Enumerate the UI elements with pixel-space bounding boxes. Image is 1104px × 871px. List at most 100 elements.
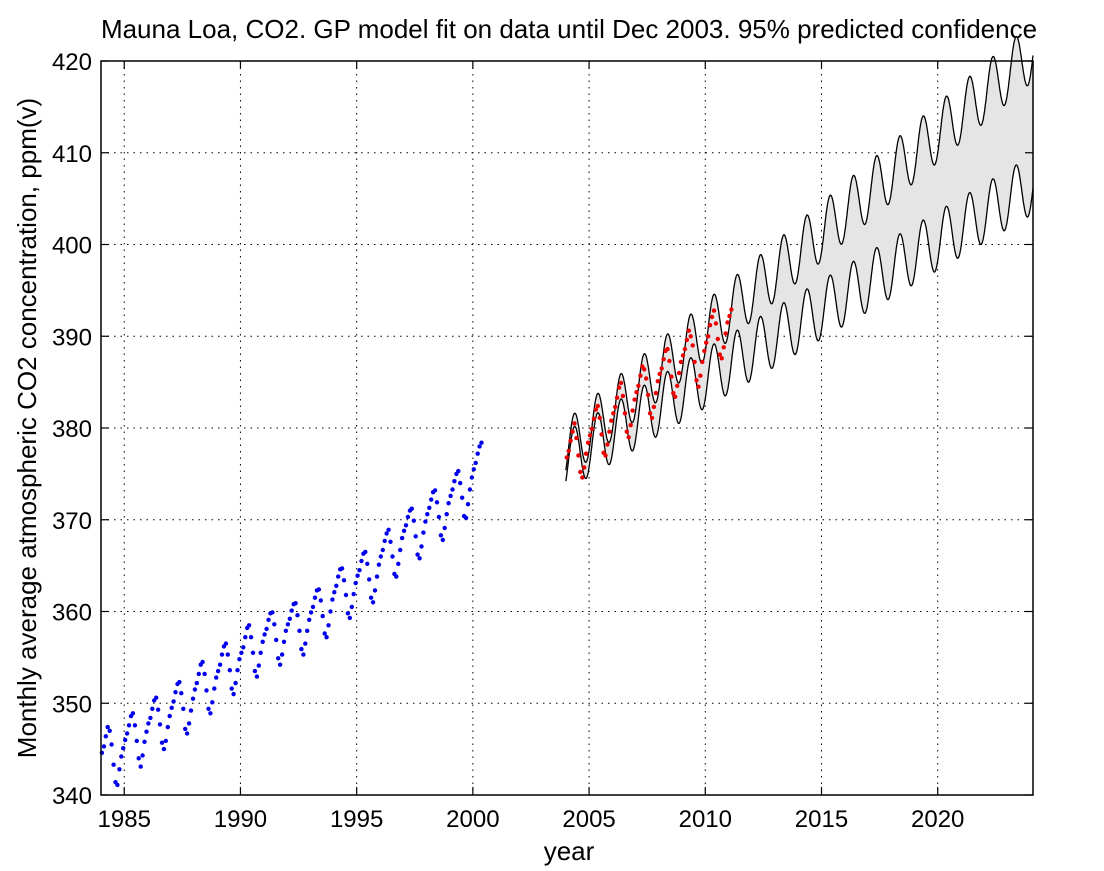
training-point xyxy=(274,637,279,643)
training-point xyxy=(347,615,352,621)
training-point xyxy=(258,650,263,655)
test-point xyxy=(593,407,598,412)
training-point xyxy=(382,538,387,544)
training-point xyxy=(119,754,124,759)
training-point xyxy=(248,635,254,640)
training-points xyxy=(99,440,484,788)
training-point xyxy=(299,646,304,652)
training-point xyxy=(301,652,306,657)
test-point xyxy=(605,442,610,447)
training-point xyxy=(452,479,457,484)
test-point xyxy=(583,451,589,456)
test-point xyxy=(723,331,728,336)
test-point xyxy=(671,390,676,396)
training-point xyxy=(336,574,341,579)
training-point xyxy=(403,523,409,528)
training-point xyxy=(276,656,281,661)
training-point xyxy=(343,592,349,598)
test-point xyxy=(572,421,577,426)
confidence-band xyxy=(565,35,1034,482)
test-point xyxy=(622,411,628,416)
training-point xyxy=(399,535,405,541)
training-point xyxy=(318,598,323,603)
x-tick-label: 1995 xyxy=(330,806,383,833)
training-point xyxy=(394,574,399,579)
training-point xyxy=(231,691,236,697)
training-point xyxy=(303,641,308,646)
training-point xyxy=(206,706,211,711)
training-point xyxy=(467,487,473,492)
training-point xyxy=(479,440,484,445)
training-point xyxy=(167,713,172,719)
test-point xyxy=(676,370,682,376)
training-point xyxy=(320,613,325,619)
training-point xyxy=(409,506,414,511)
training-point xyxy=(132,723,138,728)
training-point xyxy=(463,515,469,521)
test-point xyxy=(682,346,688,352)
training-point xyxy=(107,728,112,733)
test-point xyxy=(711,308,717,313)
test-point xyxy=(638,373,643,378)
training-point xyxy=(388,539,393,544)
test-point xyxy=(564,455,569,460)
training-point xyxy=(123,737,128,743)
training-point xyxy=(279,652,285,657)
test-point xyxy=(709,314,715,320)
y-tick-label: 400 xyxy=(52,233,92,260)
training-point xyxy=(173,690,178,695)
training-point xyxy=(208,711,213,716)
training-point xyxy=(184,731,190,736)
test-point xyxy=(587,433,593,438)
training-point xyxy=(310,604,316,610)
x-tick-label: 2010 xyxy=(679,806,732,833)
training-point xyxy=(194,680,199,686)
test-point xyxy=(700,359,705,365)
training-point xyxy=(326,623,331,628)
chart-title: Mauna Loa, CO2. GP model fit on data unt… xyxy=(101,14,1037,44)
training-point xyxy=(458,480,463,486)
training-point xyxy=(316,587,322,592)
x-tick-label: 1990 xyxy=(214,806,267,833)
test-point xyxy=(690,343,695,348)
training-point xyxy=(297,628,302,633)
training-point xyxy=(134,738,139,744)
training-point xyxy=(367,577,372,582)
training-point xyxy=(283,628,289,633)
training-point xyxy=(215,668,221,674)
training-point xyxy=(378,554,383,559)
training-point xyxy=(161,746,167,752)
y-tick-label: 340 xyxy=(52,783,92,810)
training-point xyxy=(448,493,453,499)
training-point xyxy=(425,512,430,517)
test-point xyxy=(634,390,639,395)
training-point xyxy=(477,444,482,449)
training-point xyxy=(202,671,207,677)
training-point xyxy=(444,512,449,517)
training-point xyxy=(181,706,186,711)
training-point xyxy=(105,724,110,730)
test-point xyxy=(574,435,579,441)
training-point xyxy=(446,501,451,506)
training-point xyxy=(241,645,246,650)
test-point xyxy=(721,345,726,350)
training-point xyxy=(159,740,165,745)
test-point xyxy=(667,358,672,364)
training-point xyxy=(235,668,240,673)
training-point xyxy=(357,568,362,573)
training-point xyxy=(146,721,151,726)
test-point xyxy=(698,373,703,378)
test-point xyxy=(661,357,666,362)
training-point xyxy=(103,734,109,739)
training-point xyxy=(250,650,256,655)
training-point xyxy=(339,566,345,571)
training-point xyxy=(272,622,277,627)
test-point xyxy=(607,429,612,434)
training-point xyxy=(285,622,291,627)
training-point xyxy=(233,680,238,686)
training-point xyxy=(204,688,209,693)
test-point xyxy=(576,453,581,458)
x-tick-labels: 1985 1990 1995 2000 2005 2010 2015 2020 xyxy=(98,806,965,833)
training-point xyxy=(401,528,407,533)
